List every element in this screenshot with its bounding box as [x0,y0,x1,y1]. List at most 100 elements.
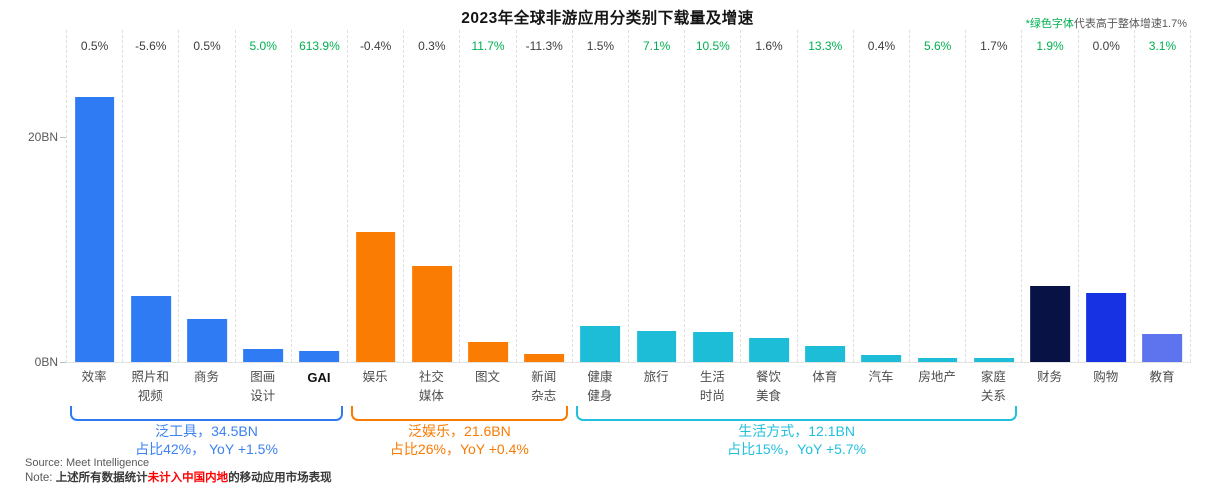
y-axis-tickmark-0bn [60,362,66,363]
group-bracket [70,406,343,421]
category-slot: 1.5% [573,30,630,362]
growth-rate-label: 0.0% [1092,39,1120,53]
category-label: GAI [307,370,331,385]
bar [1142,333,1183,362]
category-label: 餐饮 美食 [756,370,782,404]
category-label: 社交 媒体 [418,370,444,404]
growth-rate-label: 1.7% [980,39,1008,53]
y-axis-tick-0bn: 0BN [34,355,58,369]
category-label: 商务 [194,370,220,384]
category-slot: 0.3% [404,30,461,362]
group-summary: 生活方式，12.1BN 占比15%，YoY +5.7% [627,423,967,459]
category-slot: 11.7% [460,30,517,362]
growth-rate-label: 0.5% [193,39,221,53]
category-label: 汽车 [868,370,894,384]
category-label: 房地产 [918,370,956,384]
growth-rate-label: 1.6% [755,39,783,53]
legend-green-part: *绿色字体 [1025,18,1074,30]
category-label: 娱乐 [362,370,388,384]
group-bracket [575,406,1018,421]
category-label: 购物 [1093,370,1119,384]
bar [692,331,733,362]
growth-rate-label: 1.9% [1036,39,1064,53]
bar [917,358,958,362]
growth-rate-label: 5.6% [923,39,952,53]
group-stats: 占比26%，YoY +0.4% [389,440,529,457]
category-label: 教育 [1149,370,1175,384]
growth-rate-label: 5.0% [249,39,277,53]
growth-rate-label: -11.3% [525,39,563,53]
growth-rate-label: 11.7% [471,39,505,53]
growth-rate-label: 3.1% [1148,39,1177,53]
bar [1086,293,1127,362]
bar [187,319,227,362]
group-title: 泛工具，34.5BN [155,423,258,439]
growth-rate-label: 7.1% [642,39,671,53]
category-slot: 5.0% [236,30,292,362]
group-summary: 泛娱乐，21.6BN 占比26%，YoY +0.4% [289,423,629,459]
growth-rate-label: 10.5% [695,39,730,53]
growth-rate-label: 0.3% [418,39,446,53]
category-slot: 0.4% [854,30,911,362]
category-slot: -5.6% [123,30,180,362]
bar [973,358,1014,362]
group-bracket [351,406,568,421]
category-label: 效率 [81,370,107,384]
chart-title: 2023年全球非游应用分类别下载量及增速 [461,10,754,27]
bar [524,354,565,362]
category-slot: 0.5% [67,30,124,362]
category-slot: 0.0% [1079,30,1135,362]
category-label: 生活 时尚 [699,370,725,404]
category-slot: -0.4% [348,30,405,362]
group-title: 泛娱乐，21.6BN [408,423,511,439]
category-label: 图画 设计 [250,370,276,404]
category-label: 照片和 视频 [131,370,170,404]
bar [243,348,284,362]
growth-rate-label: 0.5% [80,39,109,53]
growth-rate-label: 0.4% [867,39,896,53]
bar [861,355,902,362]
category-slot: 0.5% [179,30,236,362]
category-slot: 613.9% [292,30,349,362]
group-stats: 占比15%，YoY +5.7% [727,440,867,457]
group-summary: 泛工具，34.5BN 占比42%， YoY +1.5% [37,423,377,459]
bar [580,326,621,362]
bar-chart-plot-area: 0.5% -5.6% 0.5% 5.0% 613.9% -0.4% 0.3% 11.7% -11… [66,30,1192,363]
bar [355,231,396,362]
category-slot: 5.6% [910,30,967,362]
category-label: 健康 健身 [587,370,613,404]
green-text-legend-note: *绿色字体代表高于整体增速1.7% [1026,15,1187,31]
category-slot: 13.3% [798,30,854,362]
category-label: 体育 [812,370,838,384]
bar [1030,285,1070,362]
group-title: 生活方式，12.1BN [738,423,855,439]
growth-rate-label: 613.9% [299,39,340,53]
category-axis-labels: 效率 照片和 视频 商务 图画 设计 GAI 娱乐 社交 媒体 图文 新闻 杂志 健康 健身 旅行 生活 时尚 餐饮… [66,368,1190,407]
category-label: 新闻 杂志 [531,370,557,404]
bar [468,342,508,362]
legend-rest-part: 代表高于整体增速1.7% [1073,18,1187,30]
bar [130,295,171,362]
source-note: Source: Meet Intelligence [25,457,150,469]
bar [74,96,115,362]
data-scope-note: Note: 上述所有数据统计未计入中国内地的移动应用市场表现 [25,471,332,484]
category-slot: -11.3% [517,30,573,362]
y-axis-tick-20bn: 20BN [27,130,58,144]
bar [299,350,340,362]
bar [636,330,677,362]
category-slot: 10.5% [685,30,742,362]
category-slot: 1.9% [1022,30,1079,362]
y-axis-tickmark-20bn [60,137,66,138]
category-label: 旅行 [643,370,669,384]
group-stats: 占比42%， YoY +1.5% [135,440,278,457]
category-label: 财务 [1037,370,1063,384]
footer-notes: Source: Meet Intelligence Note: 上述所有数据统计… [25,457,332,485]
category-slot: 1.7% [966,30,1023,362]
category-slot: 3.1% [1135,30,1192,362]
category-label: 图文 [475,370,501,384]
category-label: 家庭 关系 [980,370,1006,404]
category-slot: 1.6% [741,30,798,362]
growth-rate-label: 13.3% [808,39,843,53]
bar [411,266,452,362]
growth-rate-label: -0.4% [359,39,392,53]
